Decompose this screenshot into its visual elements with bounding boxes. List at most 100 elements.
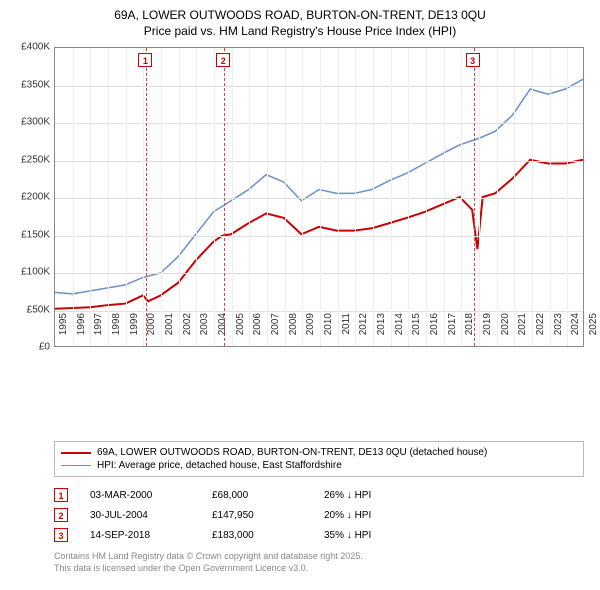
sale-marker-box: 1 — [138, 53, 152, 67]
gridline-v — [161, 48, 162, 346]
gridline-h — [55, 236, 583, 237]
line-canvas — [55, 48, 583, 346]
sale-price: £68,000 — [212, 490, 302, 501]
sale-price: £147,950 — [212, 510, 302, 521]
gridline-h — [55, 86, 583, 87]
x-tick-label: 2012 — [358, 313, 369, 353]
sale-marker-box: 2 — [216, 53, 230, 67]
gridline-v — [249, 48, 250, 346]
chart-title: 69A, LOWER OUTWOODS ROAD, BURTON-ON-TREN… — [10, 8, 590, 39]
x-tick-label: 2015 — [411, 313, 422, 353]
x-tick-label: 2006 — [252, 313, 263, 353]
x-tick-label: 2003 — [199, 313, 210, 353]
sale-marker-box: 3 — [466, 53, 480, 67]
y-tick-label: £250K — [6, 154, 50, 165]
sale-price: £183,000 — [212, 530, 302, 541]
sale-marker-line — [474, 48, 475, 346]
gridline-v — [320, 48, 321, 346]
x-tick-label: 2023 — [553, 313, 564, 353]
y-tick-label: £200K — [6, 192, 50, 203]
gridline-h — [55, 123, 583, 124]
sale-pct-vs-hpi: 35% ↓ HPI — [324, 530, 404, 541]
gridline-h — [55, 311, 583, 312]
legend-label: HPI: Average price, detached house, East… — [97, 460, 342, 471]
gridline-v — [355, 48, 356, 346]
legend-swatch — [61, 465, 91, 466]
x-tick-label: 2018 — [464, 313, 475, 353]
sale-row: 230-JUL-2004£147,95020% ↓ HPI — [54, 505, 584, 525]
sale-marker-line — [146, 48, 147, 346]
gridline-v — [90, 48, 91, 346]
x-tick-label: 2024 — [570, 313, 581, 353]
sale-date: 14-SEP-2018 — [90, 530, 190, 541]
x-tick-label: 1996 — [76, 313, 87, 353]
gridline-v — [497, 48, 498, 346]
gridline-v — [461, 48, 462, 346]
gridline-v — [426, 48, 427, 346]
x-tick-label: 2016 — [429, 313, 440, 353]
x-tick-label: 2013 — [376, 313, 387, 353]
gridline-v — [444, 48, 445, 346]
gridline-v — [567, 48, 568, 346]
gridline-v — [214, 48, 215, 346]
sale-row: 103-MAR-2000£68,00026% ↓ HPI — [54, 485, 584, 505]
legend-item: HPI: Average price, detached house, East… — [61, 459, 577, 472]
gridline-v — [196, 48, 197, 346]
sale-row: 314-SEP-2018£183,00035% ↓ HPI — [54, 525, 584, 545]
gridline-v — [73, 48, 74, 346]
legend: 69A, LOWER OUTWOODS ROAD, BURTON-ON-TREN… — [54, 441, 584, 477]
x-tick-label: 2019 — [482, 313, 493, 353]
sale-date: 30-JUL-2004 — [90, 510, 190, 521]
gridline-v — [108, 48, 109, 346]
x-tick-label: 2014 — [394, 313, 405, 353]
x-tick-label: 2000 — [146, 313, 157, 353]
gridline-h — [55, 161, 583, 162]
plot-area — [54, 47, 584, 347]
x-tick-label: 1998 — [111, 313, 122, 353]
x-tick-label: 2010 — [323, 313, 334, 353]
x-tick-label: 1995 — [58, 313, 69, 353]
chart-container: 69A, LOWER OUTWOODS ROAD, BURTON-ON-TREN… — [0, 0, 600, 590]
gridline-v — [302, 48, 303, 346]
x-tick-label: 2002 — [182, 313, 193, 353]
footnote: Contains HM Land Registry data © Crown c… — [54, 551, 584, 574]
gridline-v — [550, 48, 551, 346]
chart-area: £0£50K£100K£150K£200K£250K£300K£350K£400… — [10, 43, 590, 393]
title-line-1: 69A, LOWER OUTWOODS ROAD, BURTON-ON-TREN… — [10, 8, 590, 24]
x-tick-label: 2025 — [588, 313, 599, 353]
gridline-v — [179, 48, 180, 346]
gridline-v — [126, 48, 127, 346]
sale-index-box: 1 — [54, 488, 68, 502]
gridline-v — [338, 48, 339, 346]
y-tick-label: £100K — [6, 267, 50, 278]
legend-item: 69A, LOWER OUTWOODS ROAD, BURTON-ON-TREN… — [61, 446, 577, 459]
y-tick-label: £300K — [6, 117, 50, 128]
footnote-line-1: Contains HM Land Registry data © Crown c… — [54, 551, 584, 563]
x-tick-label: 1997 — [93, 313, 104, 353]
footnote-line-2: This data is licensed under the Open Gov… — [54, 563, 584, 575]
x-tick-label: 2004 — [217, 313, 228, 353]
gridline-v — [373, 48, 374, 346]
x-tick-label: 1999 — [129, 313, 140, 353]
title-line-2: Price paid vs. HM Land Registry's House … — [10, 24, 590, 40]
sale-marker-line — [224, 48, 225, 346]
gridline-v — [408, 48, 409, 346]
gridline-v — [285, 48, 286, 346]
x-tick-label: 2017 — [447, 313, 458, 353]
gridline-v — [532, 48, 533, 346]
gridline-v — [479, 48, 480, 346]
y-tick-label: £0 — [6, 342, 50, 353]
sale-pct-vs-hpi: 20% ↓ HPI — [324, 510, 404, 521]
legend-swatch — [61, 452, 91, 454]
sale-pct-vs-hpi: 26% ↓ HPI — [324, 490, 404, 501]
gridline-h — [55, 273, 583, 274]
x-tick-label: 2005 — [235, 313, 246, 353]
gridline-v — [143, 48, 144, 346]
series-price_paid — [55, 160, 583, 309]
gridline-v — [391, 48, 392, 346]
y-tick-label: £350K — [6, 79, 50, 90]
x-tick-label: 2021 — [517, 313, 528, 353]
x-tick-label: 2022 — [535, 313, 546, 353]
x-tick-label: 2001 — [164, 313, 175, 353]
x-tick-label: 2009 — [305, 313, 316, 353]
